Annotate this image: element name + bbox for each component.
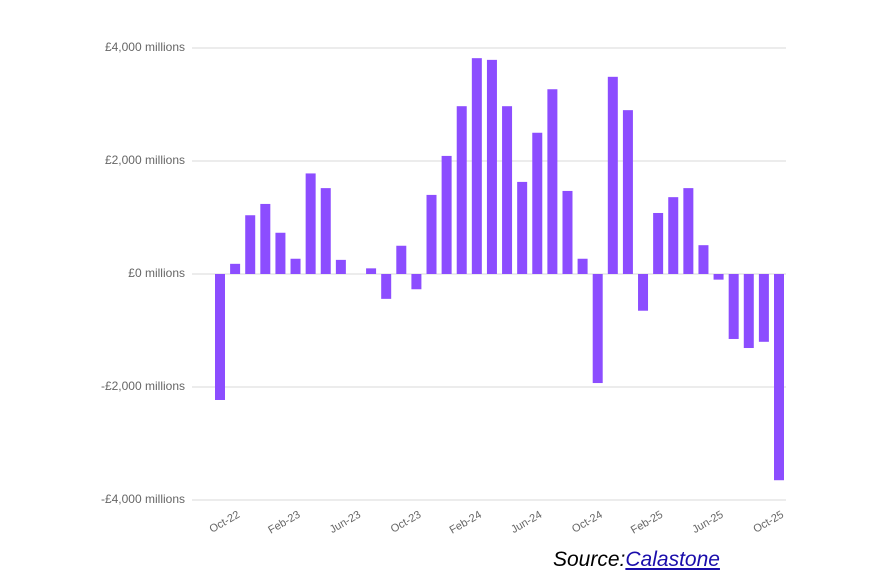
y-tick-label: -£4,000 millions bbox=[101, 492, 185, 506]
bar bbox=[245, 215, 256, 274]
source: Source:Calastone bbox=[553, 548, 720, 572]
bar bbox=[426, 194, 437, 274]
x-tick-label: Feb-25 bbox=[629, 509, 665, 537]
bar bbox=[366, 268, 377, 274]
x-tick-label: Feb-24 bbox=[448, 509, 484, 537]
bar bbox=[411, 274, 422, 290]
bar bbox=[532, 132, 543, 274]
x-tick-label: Jun-23 bbox=[328, 509, 363, 536]
source-label: Source: bbox=[553, 548, 626, 571]
bar bbox=[441, 155, 452, 274]
x-tick-label: Oct-25 bbox=[751, 509, 786, 536]
bar bbox=[260, 203, 271, 274]
y-tick-label: £4,000 millions bbox=[105, 40, 185, 54]
bar bbox=[638, 274, 649, 311]
bar bbox=[668, 197, 679, 274]
bar bbox=[607, 76, 618, 274]
bar bbox=[683, 188, 694, 274]
bar bbox=[698, 245, 709, 274]
bar bbox=[517, 181, 528, 274]
bar bbox=[577, 258, 588, 274]
bar bbox=[456, 106, 467, 274]
bar bbox=[653, 212, 664, 274]
bar bbox=[396, 245, 407, 274]
bar bbox=[320, 188, 331, 274]
bar bbox=[622, 110, 633, 275]
bar bbox=[562, 190, 573, 274]
bar bbox=[743, 274, 754, 349]
x-tick-label: Jun-24 bbox=[509, 509, 544, 536]
bar bbox=[230, 263, 241, 274]
bar bbox=[305, 173, 316, 274]
bar bbox=[713, 274, 724, 280]
x-tick-label: Oct-24 bbox=[570, 509, 605, 536]
bar bbox=[215, 274, 225, 400]
bar bbox=[335, 259, 346, 274]
bar bbox=[758, 274, 769, 342]
bar bbox=[471, 58, 482, 274]
bar bbox=[592, 274, 603, 384]
bar bbox=[547, 89, 558, 275]
bar bbox=[774, 274, 784, 481]
y-tick-label: £2,000 millions bbox=[105, 153, 185, 167]
source-link[interactable]: Calastone bbox=[625, 548, 720, 571]
bar bbox=[502, 106, 513, 274]
bar bbox=[728, 274, 739, 339]
bar bbox=[290, 258, 301, 274]
x-tick-label: Oct-22 bbox=[207, 509, 242, 536]
x-tick-label: Feb-23 bbox=[266, 509, 302, 537]
x-tick-label: Oct-23 bbox=[389, 509, 424, 536]
y-tick-label: -£2,000 millions bbox=[101, 379, 185, 393]
bar bbox=[381, 274, 392, 299]
y-tick-label: £0 millions bbox=[128, 266, 185, 280]
bar bbox=[275, 232, 286, 274]
x-tick-label: Jun-25 bbox=[690, 509, 725, 536]
bar bbox=[486, 59, 497, 274]
